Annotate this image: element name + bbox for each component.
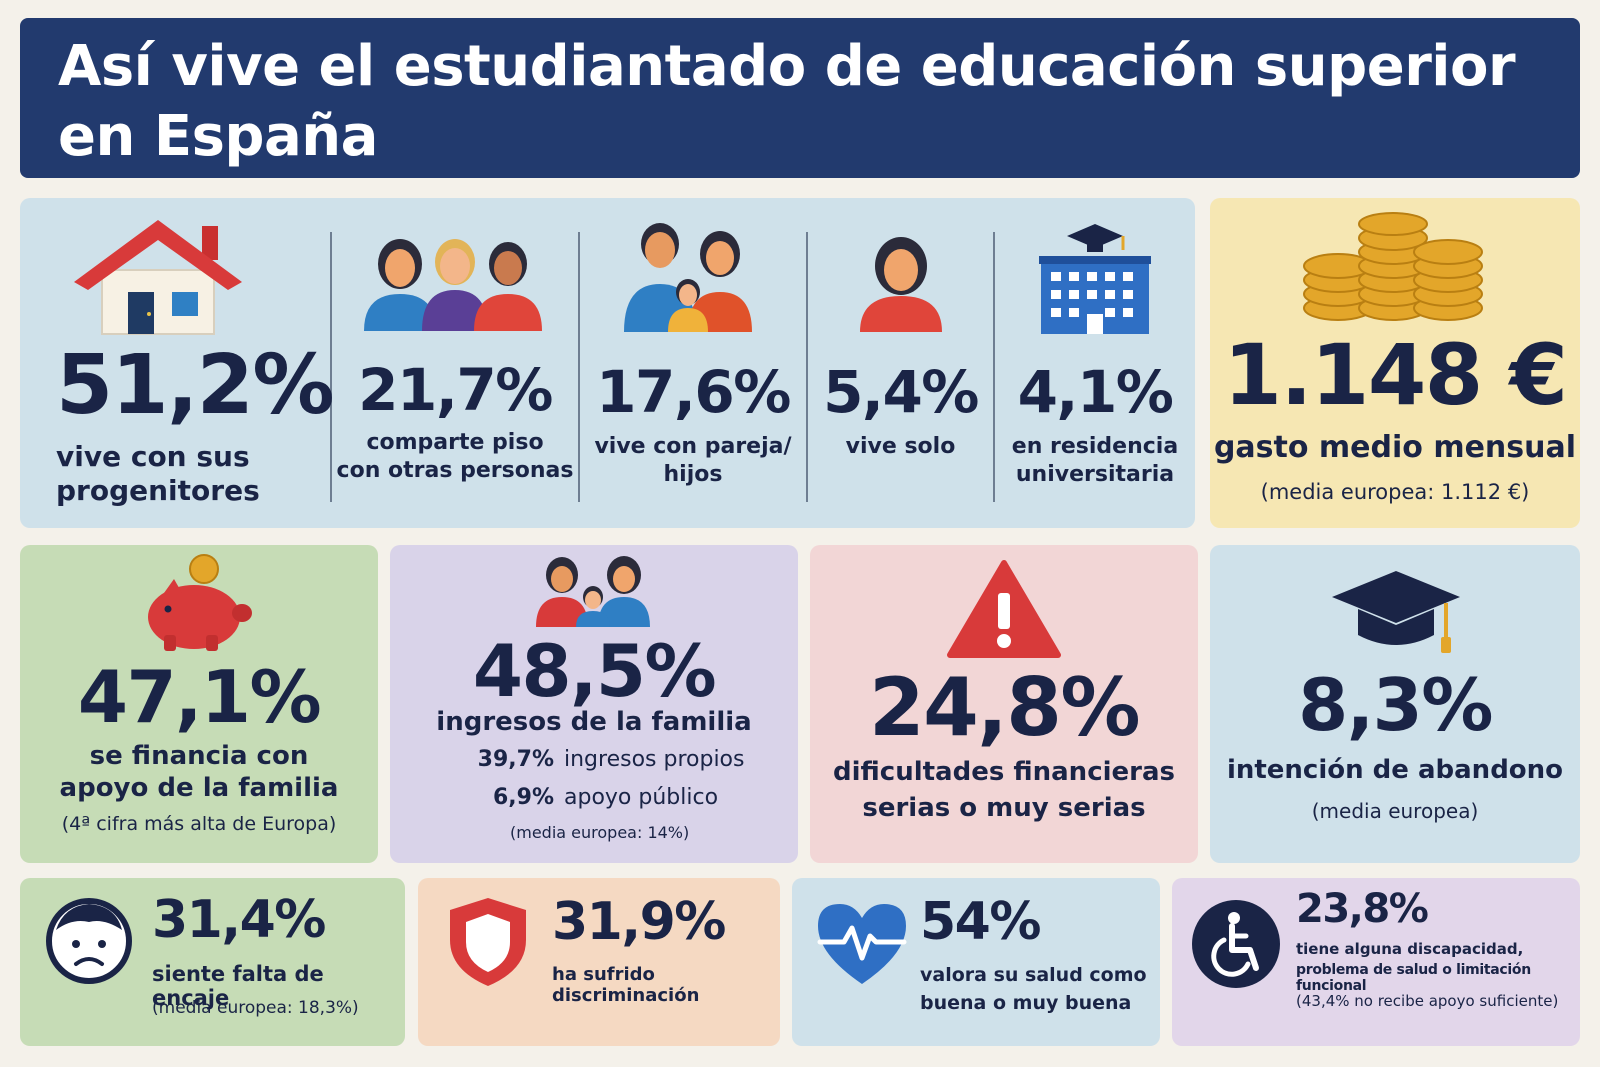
family-support-label-line1: se financia con	[89, 741, 309, 771]
housing-label-line2: hijos	[663, 462, 723, 487]
graduation-cap-icon	[1332, 571, 1460, 653]
page-title-line1: Así vive el estudiantado de educación su…	[58, 34, 1516, 99]
housing-value: 5,4%	[823, 358, 979, 426]
divider	[806, 232, 808, 502]
page-title-line2: en España	[58, 104, 378, 169]
health-value: 54%	[920, 892, 1041, 952]
divider	[578, 232, 580, 502]
disability-note: (43,4% no recibe apoyo suficiente)	[1296, 992, 1559, 1010]
housing-label-line1: en residencia	[1011, 434, 1179, 459]
housing-label-line1: vive solo	[845, 434, 956, 459]
financial-difficulties-label-line2: serias o muy serias	[862, 793, 1146, 823]
header-banner: Así vive el estudiantado de educación su…	[20, 18, 1580, 178]
financial-difficulties-value: 24,8%	[868, 661, 1141, 754]
income-row-value: 6,9%	[492, 785, 554, 810]
housing-label-line2: con otras personas	[336, 458, 574, 483]
health-label-line1: valora su salud como	[920, 964, 1147, 986]
housing-value: 17,6%	[596, 358, 791, 426]
wheelchair-icon	[1192, 900, 1280, 988]
income-row: 39,7% ingresos propios	[466, 747, 766, 772]
income-row: 6,9% apoyo público	[466, 785, 766, 810]
person-icon	[860, 237, 942, 332]
divider	[993, 232, 995, 502]
housing-panel: 51,2% vive con sus progenitores 21,7% co…	[20, 198, 1195, 528]
university-building-icon	[1039, 224, 1151, 334]
disability-label-line1: tiene alguna discapacidad,	[1296, 940, 1524, 958]
housing-stat-parents: 51,2% vive con sus progenitores	[20, 198, 334, 528]
income-row-label: ingresos propios	[564, 747, 745, 772]
warning-icon	[947, 560, 1061, 658]
family-support-panel: 47,1% se financia con apoyo de la famili…	[20, 545, 378, 863]
divider	[330, 232, 332, 502]
income-row-label: apoyo público	[564, 785, 719, 810]
housing-value: 51,2%	[56, 338, 334, 433]
housing-value: 4,1%	[1017, 358, 1174, 426]
financial-difficulties-panel: 24,8% dificultades financieras serias o …	[810, 545, 1198, 863]
discrimination-value: 31,9%	[552, 892, 726, 952]
belonging-note: (media europea: 18,3%)	[152, 998, 359, 1018]
housing-stat-residence: 4,1% en residencia universitaria	[995, 198, 1195, 528]
piggy-bank-icon	[148, 554, 252, 651]
housing-value: 21,7%	[358, 356, 553, 424]
dropout-value: 8,3%	[1298, 663, 1493, 747]
family-support-note: (4ª cifra más alta de Europa)	[61, 813, 337, 835]
housing-label-line1: comparte piso	[366, 430, 544, 455]
health-panel: 54% valora su salud como buena o muy bue…	[792, 878, 1160, 1046]
health-label-line2: buena o muy buena	[920, 992, 1132, 1014]
page-title: Así vive el estudiantado de educación su…	[58, 32, 1542, 172]
spending-note: (media europea: 1.112 €)	[1260, 480, 1530, 504]
group-people-icon	[364, 239, 542, 331]
disability-value: 23,8%	[1296, 886, 1429, 932]
income-row-value: 39,7%	[477, 747, 554, 772]
family-support-value: 47,1%	[77, 655, 322, 739]
housing-label-line1: vive con sus	[56, 440, 250, 473]
housing-stat-partner: 17,6% vive con pareja/ hijos	[580, 198, 806, 528]
family-group-icon	[536, 556, 650, 627]
shield-icon	[450, 898, 526, 986]
financial-difficulties-label-line1: dificultades financieras	[832, 757, 1175, 787]
housing-stat-alone: 5,4% vive solo	[808, 198, 993, 528]
belonging-value: 31,4%	[152, 890, 326, 950]
housing-label-line2: universitaria	[1015, 462, 1175, 487]
disability-label-line2: problema de salud o limitación funcional	[1296, 962, 1531, 994]
coins-icon	[1303, 212, 1483, 321]
spending-value: 1.148 €	[1223, 326, 1568, 424]
housing-label-line1: vive con pareja/	[594, 434, 792, 459]
family-icon	[624, 223, 752, 332]
family-support-label-line2: apoyo de la familia	[59, 773, 339, 803]
income-value: 48,5%	[472, 629, 717, 713]
income-note: (media europea: 14%)	[510, 823, 690, 842]
discrimination-label: ha sufrido discriminación	[552, 964, 700, 1006]
dropout-note: (media europea)	[1311, 799, 1479, 823]
income-label: ingresos de la familia	[436, 707, 752, 737]
spending-panel: 1.148 € gasto medio mensual (media europ…	[1210, 198, 1580, 528]
house-icon	[74, 220, 242, 335]
housing-label-line2: progenitores	[56, 474, 260, 507]
disability-panel: 23,8% tiene alguna discapacidad, problem…	[1172, 878, 1580, 1046]
belonging-panel: 31,4% siente falta de encaje (media euro…	[20, 878, 405, 1046]
heart-pulse-icon	[817, 904, 907, 984]
discrimination-panel: 31,9% ha sufrido discriminación	[418, 878, 780, 1046]
housing-stat-shared-flat: 21,7% comparte piso con otras personas	[332, 198, 578, 528]
dropout-panel: 8,3% intención de abandono (media europe…	[1210, 545, 1580, 863]
dropout-label: intención de abandono	[1226, 755, 1564, 785]
spending-label: gasto medio mensual	[1213, 430, 1577, 465]
belonging-label: siente falta de encaje	[152, 962, 324, 1010]
income-panel: 48,5% ingresos de la familia 39,7% ingres…	[390, 545, 798, 863]
sad-face-icon	[46, 898, 132, 984]
